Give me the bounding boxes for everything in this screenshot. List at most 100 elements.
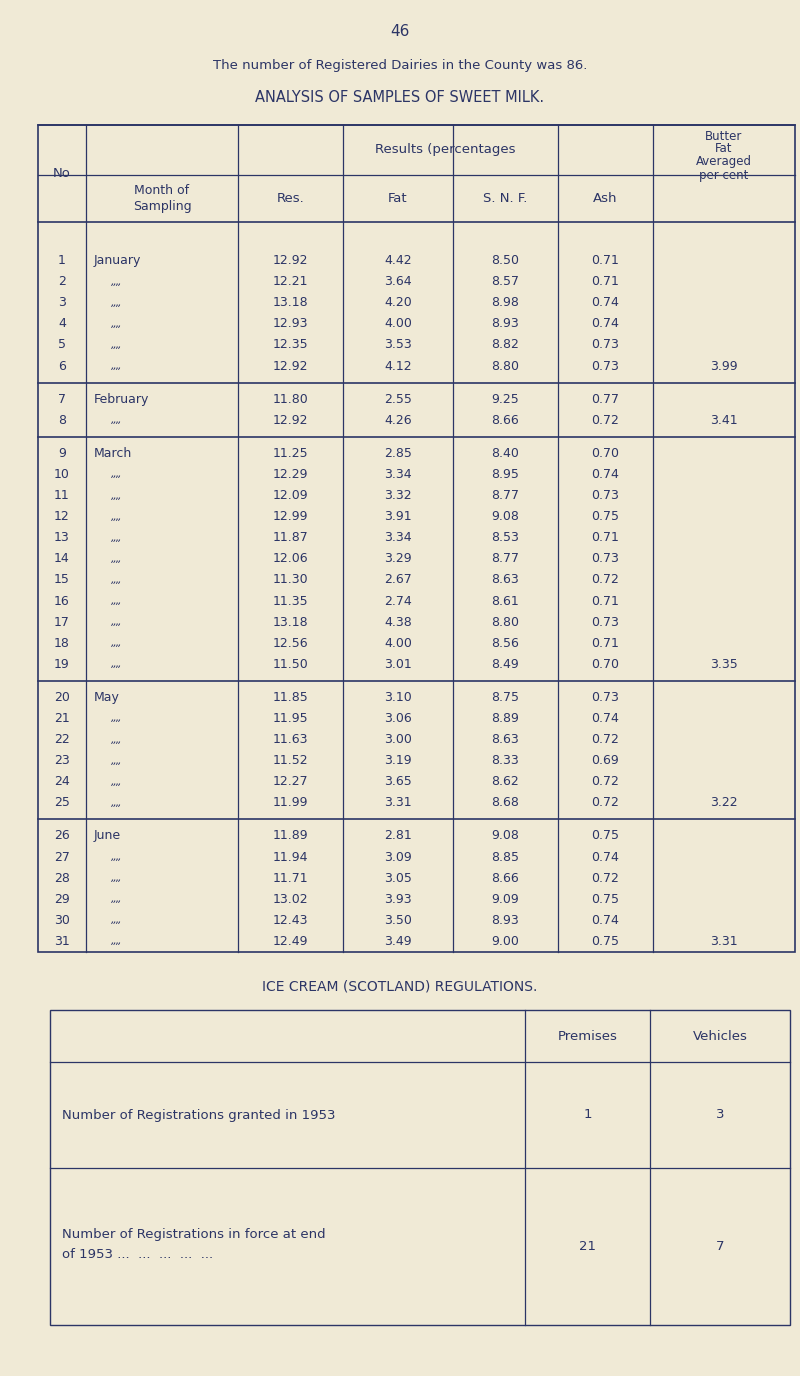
Text: 0.75: 0.75 <box>591 830 619 842</box>
Text: 0.75: 0.75 <box>591 893 619 905</box>
Text: „„: „„ <box>111 469 122 479</box>
Text: 3.05: 3.05 <box>384 871 412 885</box>
Text: 2.74: 2.74 <box>384 594 412 607</box>
Text: 8.66: 8.66 <box>492 414 519 427</box>
Text: 5: 5 <box>58 338 66 351</box>
Text: 3.50: 3.50 <box>384 914 412 927</box>
Text: 19: 19 <box>54 658 70 670</box>
Text: 0.71: 0.71 <box>591 275 619 288</box>
Text: 3.35: 3.35 <box>710 658 738 670</box>
Text: 8.63: 8.63 <box>492 733 519 746</box>
Text: 0.73: 0.73 <box>591 615 619 629</box>
Text: 3.00: 3.00 <box>384 733 412 746</box>
Text: 16: 16 <box>54 594 70 607</box>
Text: „„: „„ <box>111 937 122 947</box>
Text: „„: „„ <box>111 512 122 522</box>
Text: 3.53: 3.53 <box>384 338 412 351</box>
Text: 8.89: 8.89 <box>491 711 519 725</box>
Text: 1: 1 <box>583 1109 592 1121</box>
Text: 30: 30 <box>54 914 70 927</box>
Text: 8.66: 8.66 <box>492 871 519 885</box>
Text: 8.33: 8.33 <box>492 754 519 768</box>
Text: 8.68: 8.68 <box>491 797 519 809</box>
Text: 11.30: 11.30 <box>273 574 308 586</box>
Text: 8: 8 <box>58 414 66 427</box>
Text: 11.52: 11.52 <box>273 754 308 768</box>
Text: 3.64: 3.64 <box>384 275 412 288</box>
Text: 14: 14 <box>54 552 70 566</box>
Text: 0.73: 0.73 <box>591 552 619 566</box>
Text: 9.25: 9.25 <box>492 392 519 406</box>
Text: 22: 22 <box>54 733 70 746</box>
Text: 4.38: 4.38 <box>384 615 412 629</box>
Text: 4.00: 4.00 <box>384 318 412 330</box>
Text: 12.92: 12.92 <box>273 255 308 267</box>
Bar <box>50 1010 790 1325</box>
Text: 26: 26 <box>54 830 70 842</box>
Text: 0.73: 0.73 <box>591 488 619 502</box>
Text: 3: 3 <box>716 1109 724 1121</box>
Text: 12.43: 12.43 <box>273 914 308 927</box>
Text: 0.74: 0.74 <box>591 711 619 725</box>
Text: 8.57: 8.57 <box>491 275 519 288</box>
Text: 11.95: 11.95 <box>273 711 308 725</box>
Text: 21: 21 <box>54 711 70 725</box>
Text: 0.72: 0.72 <box>591 733 619 746</box>
Text: 21: 21 <box>579 1240 596 1254</box>
Text: 3.32: 3.32 <box>384 488 412 502</box>
Text: Number of Registrations in force at end: Number of Registrations in force at end <box>62 1227 326 1241</box>
Text: 0.75: 0.75 <box>591 510 619 523</box>
Text: 8.95: 8.95 <box>491 468 519 482</box>
Text: 12.93: 12.93 <box>273 318 308 330</box>
Text: 12.99: 12.99 <box>273 510 308 523</box>
Text: 0.74: 0.74 <box>591 296 619 310</box>
Text: 3.31: 3.31 <box>384 797 412 809</box>
Text: 3.34: 3.34 <box>384 468 412 482</box>
Text: 8.77: 8.77 <box>491 488 519 502</box>
Text: 11.35: 11.35 <box>273 594 308 607</box>
Text: 12.29: 12.29 <box>273 468 308 482</box>
Text: ANALYSIS OF SAMPLES OF SWEET MILK.: ANALYSIS OF SAMPLES OF SWEET MILK. <box>255 91 545 106</box>
Text: 4: 4 <box>58 318 66 330</box>
Text: 24: 24 <box>54 775 70 788</box>
Text: 0.75: 0.75 <box>591 934 619 948</box>
Text: 9.09: 9.09 <box>492 893 519 905</box>
Text: 0.77: 0.77 <box>591 392 619 406</box>
Text: 3.22: 3.22 <box>710 797 738 809</box>
Text: 0.72: 0.72 <box>591 574 619 586</box>
Text: 46: 46 <box>390 25 410 40</box>
Text: 0.70: 0.70 <box>591 447 619 460</box>
Text: „„: „„ <box>111 852 122 863</box>
Text: 28: 28 <box>54 871 70 885</box>
Text: 12.49: 12.49 <box>273 934 308 948</box>
Text: 3.49: 3.49 <box>384 934 412 948</box>
Text: „„: „„ <box>111 490 122 501</box>
Text: „„: „„ <box>111 777 122 787</box>
Text: of 1953 ...  ...  ...  ...  ...: of 1953 ... ... ... ... ... <box>62 1248 213 1260</box>
Text: 3.09: 3.09 <box>384 850 412 864</box>
Text: „„: „„ <box>111 798 122 808</box>
Text: „„: „„ <box>111 340 122 350</box>
Text: 4.26: 4.26 <box>384 414 412 427</box>
Text: „„: „„ <box>111 416 122 425</box>
Text: 31: 31 <box>54 934 70 948</box>
Text: „„: „„ <box>111 616 122 627</box>
Text: 11.25: 11.25 <box>273 447 308 460</box>
Text: „„: „„ <box>111 659 122 669</box>
Text: „„: „„ <box>111 297 122 308</box>
Text: „„: „„ <box>111 553 122 564</box>
Text: 13.02: 13.02 <box>273 893 308 905</box>
Text: May: May <box>94 691 120 705</box>
Text: 8.93: 8.93 <box>492 914 519 927</box>
Text: 3.99: 3.99 <box>710 359 738 373</box>
Text: 9: 9 <box>58 447 66 460</box>
Text: 12.35: 12.35 <box>273 338 308 351</box>
Text: 7: 7 <box>716 1240 724 1254</box>
Text: „„: „„ <box>111 277 122 286</box>
Text: 12.09: 12.09 <box>273 488 308 502</box>
Text: 8.93: 8.93 <box>492 318 519 330</box>
Text: 3: 3 <box>58 296 66 310</box>
Text: 8.40: 8.40 <box>491 447 519 460</box>
Text: Fat: Fat <box>715 143 733 155</box>
Text: Res.: Res. <box>277 193 304 205</box>
